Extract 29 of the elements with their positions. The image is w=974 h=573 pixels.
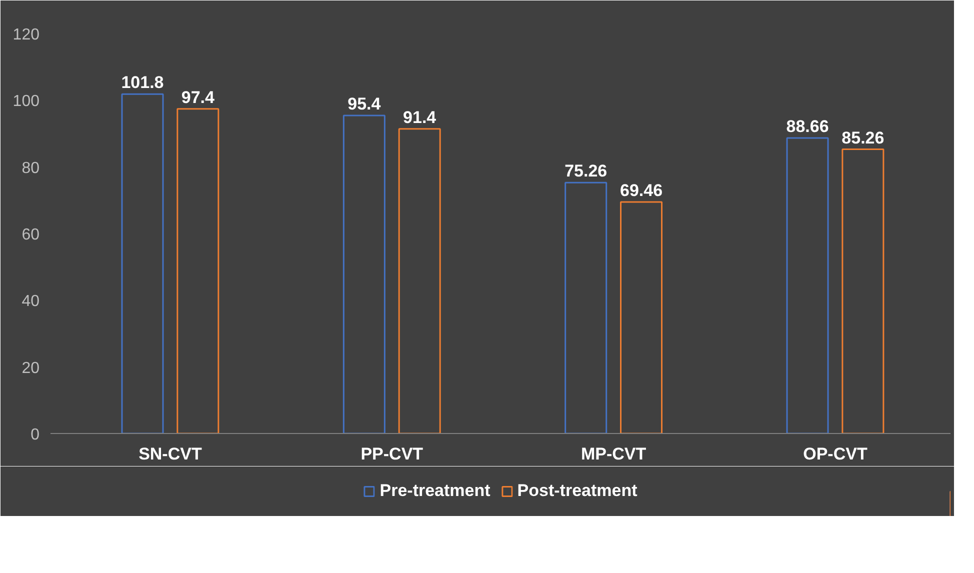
- data-label: 97.4: [181, 88, 216, 107]
- y-tick-label: 60: [22, 226, 40, 244]
- data-label: 88.66: [786, 116, 829, 136]
- data-label: 75.26: [564, 162, 608, 181]
- data-label: 91.4: [403, 108, 437, 127]
- bar: [176, 108, 220, 434]
- bar: [564, 182, 608, 434]
- data-label: 85.26: [842, 128, 884, 148]
- bar: [342, 114, 386, 434]
- x-tick-label: OP-CVT: [803, 444, 868, 464]
- x-tick-label: SN-CVT: [138, 444, 202, 464]
- y-tick-label: 20: [22, 360, 40, 377]
- y-tick-label: 120: [12, 26, 40, 44]
- y-tick-label: 0: [30, 426, 40, 444]
- data-label: 95.4: [348, 94, 382, 114]
- y-tick-label: 100: [12, 93, 40, 110]
- bar: [786, 137, 829, 434]
- x-tick-label: PP-CVT: [360, 444, 424, 464]
- y-tick-label: 40: [22, 293, 40, 310]
- bar: [842, 148, 884, 434]
- data-label: 101.8: [121, 73, 164, 92]
- y-tick-label: 80: [22, 160, 40, 177]
- bar: [620, 201, 663, 434]
- bar: [121, 93, 164, 434]
- legend-label: Pre-treatment: [380, 481, 490, 501]
- legend-label: Post-treatment: [517, 481, 638, 501]
- bar: [398, 128, 441, 434]
- x-tick-label: MP-CVT: [580, 444, 647, 464]
- data-label: 69.46: [620, 180, 663, 200]
